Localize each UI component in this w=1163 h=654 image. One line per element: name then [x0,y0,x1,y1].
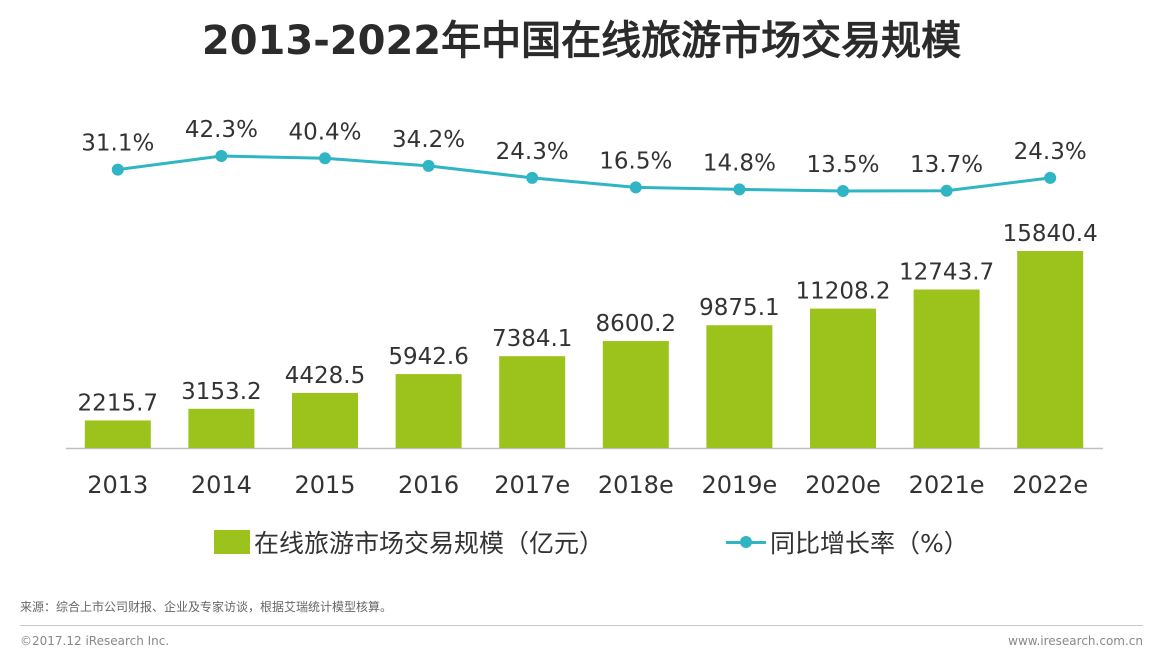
copyright-text: ©2017.12 iResearch Inc. [20,634,170,648]
bar-value-label: 3153.2 [181,379,261,405]
growth-point [526,171,539,184]
legend-line-label: 同比增长率（%） [770,529,969,558]
bar [706,325,773,448]
x-tick-label: 2018e [598,471,674,499]
growth-point [837,185,849,197]
growth-value-label: 40.4% [288,119,361,145]
bar [292,392,358,448]
bar-value-label: 11208.2 [795,279,890,305]
bar [395,374,462,448]
bar [1017,251,1084,448]
legend-item-bar: 在线旅游市场交易规模（亿元） [214,524,604,560]
bar-value-label: 2215.7 [78,390,158,416]
bar-value-label: 7384.1 [492,326,572,352]
growth-value-label: 24.3% [496,139,569,165]
source-note: 来源：综合上市公司财报、企业及专家访谈，根据艾瑞统计模型核算。 [20,600,393,614]
growth-line [117,154,1051,193]
growth-point [940,184,953,197]
growth-value-label: 34.2% [392,127,465,153]
x-tick-label: 2015 [294,471,355,499]
x-tick-label: 2022e [1012,471,1088,499]
growth-point [629,181,642,194]
growth-value-label: 16.5% [599,148,672,174]
bar [499,356,566,448]
legend-line-marker [726,530,766,554]
legend-bar-label: 在线旅游市场交易规模（亿元） [254,529,605,558]
bar-value-label: 4428.5 [285,363,365,389]
growth-point [422,159,435,172]
bar-value-label: 5942.6 [388,344,468,370]
growth-point [1044,171,1057,184]
bar [84,420,151,448]
growth-point [215,150,228,162]
bar [913,289,980,448]
chart-title: 2013-2022年中国在线旅游市场交易规模 [201,18,962,64]
bar-value-label: 8600.2 [596,311,676,337]
growth-value-label: 14.8% [703,150,776,176]
bar [810,308,876,448]
growth-value-label: 13.7% [910,152,983,178]
legend-bar-swatch [214,530,250,554]
bar [602,341,669,448]
growth-value-label: 31.1% [81,131,154,157]
x-tick-label: 2013 [87,471,148,499]
x-tick-label: 2021e [909,471,985,499]
bar-value-label: 9875.1 [699,295,779,321]
x-tick-label: 2017e [494,471,570,499]
growth-value-label: 13.5% [806,152,879,178]
growth-point [319,152,331,165]
x-tick-label: 2020e [805,471,881,499]
bar [188,408,255,448]
growth-point [111,163,124,176]
footer-divider [20,625,1143,626]
x-tick-label: 2019e [701,471,777,499]
x-tick-label: 2014 [191,471,252,499]
growth-value-label: 24.3% [1014,139,1087,165]
website-text: www.iresearch.com.cn [1008,634,1143,648]
growth-value-label: 42.3% [185,117,258,143]
bar-value-label: 12743.7 [899,260,994,286]
growth-point [733,183,746,196]
bar-value-label: 15840.4 [1003,221,1098,247]
legend-item-line: 同比增长率（%） [726,524,969,560]
x-tick-label: 2016 [398,471,459,499]
